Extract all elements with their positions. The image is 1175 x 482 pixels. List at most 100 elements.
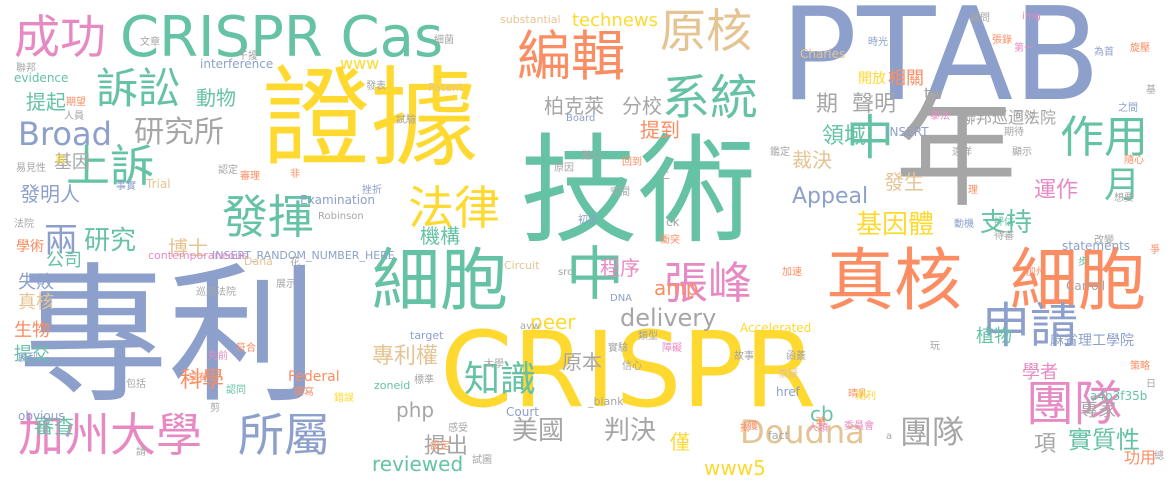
cloud-word: 細菌 — [434, 35, 454, 46]
cloud-word: 基因體 — [856, 210, 935, 240]
cloud-word: 作用 — [1060, 112, 1148, 163]
cloud-word: 期待 — [1004, 127, 1024, 138]
cloud-word: 隨心 — [1124, 155, 1144, 166]
cloud-word: 第一 — [1014, 43, 1034, 54]
cloud-word: Broad — [18, 115, 112, 153]
cloud-word: 科學 — [180, 368, 225, 393]
cloud-word: 有效 — [1014, 111, 1034, 122]
cloud-word: 月 — [1104, 165, 1141, 206]
cloud-word: 勝利 — [18, 353, 38, 364]
cloud-word: 爭 — [1150, 245, 1160, 256]
cloud-word: 發表 — [366, 81, 386, 92]
cloud-word: 審理 — [240, 171, 260, 182]
cloud-word: 博士 — [168, 236, 208, 260]
cloud-word: 泰法 — [930, 111, 950, 122]
cloud-word: CRISPR Cas — [120, 5, 444, 70]
cloud-word: 聲明 — [852, 92, 897, 117]
cloud-word: 運作 — [1034, 178, 1079, 203]
cloud-word: delivery — [620, 304, 717, 332]
cloud-word: Appeal — [792, 184, 869, 209]
cloud-word: 申請 — [982, 298, 1079, 354]
cloud-word: target — [410, 329, 444, 342]
cloud-word: 巡迴法院 — [196, 287, 236, 298]
cloud-word: 細胞 — [372, 242, 509, 321]
cloud-word: 懷疑 — [778, 369, 798, 380]
cloud-word: 時 — [816, 417, 826, 428]
cloud-word: 實質性 — [1068, 426, 1140, 454]
cloud-word: 分校 — [622, 94, 662, 118]
cloud-word: 玩 — [930, 341, 940, 352]
cloud-word: substantial — [500, 13, 561, 26]
cloud-word: 日 — [1146, 379, 1156, 390]
cloud-word: 加州大學 — [18, 408, 202, 462]
cloud-word: 學者 — [1022, 362, 1058, 383]
cloud-word: 專利 — [18, 250, 319, 424]
cloud-word: 訴訟 — [96, 64, 181, 113]
cloud-word: PTAB — [780, 0, 1101, 130]
cloud-word: 先前 — [208, 351, 228, 362]
cloud-word: 兩 — [44, 221, 78, 261]
cloud-word: Robinson — [318, 211, 364, 222]
cloud-word: 專家 — [1080, 400, 1116, 421]
cloud-word: cb — [810, 402, 834, 426]
cloud-word: Board — [566, 113, 596, 124]
cloud-word: 法律 — [408, 181, 500, 235]
cloud-word: 技術 — [520, 122, 757, 260]
cloud-word: 專利權 — [372, 344, 439, 369]
cloud-word: Accelerated — [740, 321, 812, 335]
cloud-word: Charles — [800, 47, 846, 61]
cloud-word: amp — [654, 276, 699, 300]
cloud-word: Examination — [300, 193, 376, 207]
cloud-word: 認同 — [226, 385, 246, 396]
cloud-word: 委員會 — [844, 421, 874, 432]
cloud-word: tw — [924, 84, 944, 103]
cloud-word: 基 — [1146, 85, 1156, 96]
cloud-word: 試圖 — [472, 455, 492, 466]
cloud-word: ck — [666, 215, 680, 229]
cloud-word: 試驗 — [396, 115, 416, 126]
cloud-word: 失敗 — [18, 272, 54, 293]
cloud-word: php — [396, 398, 435, 422]
cloud-word: 大學 — [484, 359, 504, 370]
cloud-word: 加速 — [782, 267, 802, 278]
cloud-word: interference — [200, 57, 274, 71]
cloud-word: 張錄 — [992, 35, 1012, 46]
cloud-word: 衝突 — [660, 235, 680, 246]
cloud-word: 法院 — [14, 219, 34, 230]
cloud-word: img — [1022, 11, 1041, 22]
cloud-word: 揭 — [740, 423, 750, 434]
cloud-word: obvious — [18, 409, 65, 423]
cloud-word: 機構 — [420, 224, 460, 248]
cloud-word: 評估 — [994, 217, 1014, 228]
cloud-word: 加州 — [1026, 267, 1046, 278]
cloud-word: 研究 — [84, 226, 137, 256]
cloud-word: 標準 — [414, 375, 434, 386]
cloud-word: 撰寫 — [294, 387, 314, 398]
cloud-word: Dana — [244, 255, 273, 268]
cloud-word: 干擾 — [238, 51, 258, 62]
cloud-word: 編輯 — [517, 25, 625, 88]
cloud-word: 發揮 — [222, 190, 314, 244]
cloud-word: fact — [768, 429, 789, 442]
cloud-word: 上訴 — [66, 141, 154, 192]
cloud-word: contemporaneous — [148, 249, 248, 262]
cloud-word: 二 — [660, 171, 670, 182]
cloud-word: 花 — [290, 257, 300, 268]
cloud-word: 發明人 — [20, 182, 80, 206]
cloud-word: 程序 — [600, 256, 640, 280]
cloud-word: 之間 — [1118, 103, 1138, 114]
cloud-word: avw — [520, 321, 541, 332]
cloud-word: 顧問 — [970, 13, 990, 24]
cloud-word: 團隊 — [900, 413, 965, 451]
cloud-word: 獲 — [748, 421, 758, 432]
cloud-word: 人員 — [64, 111, 84, 122]
cloud-word: 判決 — [604, 416, 657, 446]
cloud-word: zoneid — [374, 379, 411, 392]
cloud-word: 待審 — [994, 231, 1014, 242]
cloud-word: 動物 — [196, 86, 236, 110]
cloud-word: 期刊 — [856, 391, 876, 402]
cloud-word: 提起 — [26, 90, 66, 114]
cloud-word: 故事 — [734, 351, 754, 362]
cloud-word: Carroll — [1066, 279, 1106, 293]
cloud-word: 中 — [566, 240, 625, 308]
